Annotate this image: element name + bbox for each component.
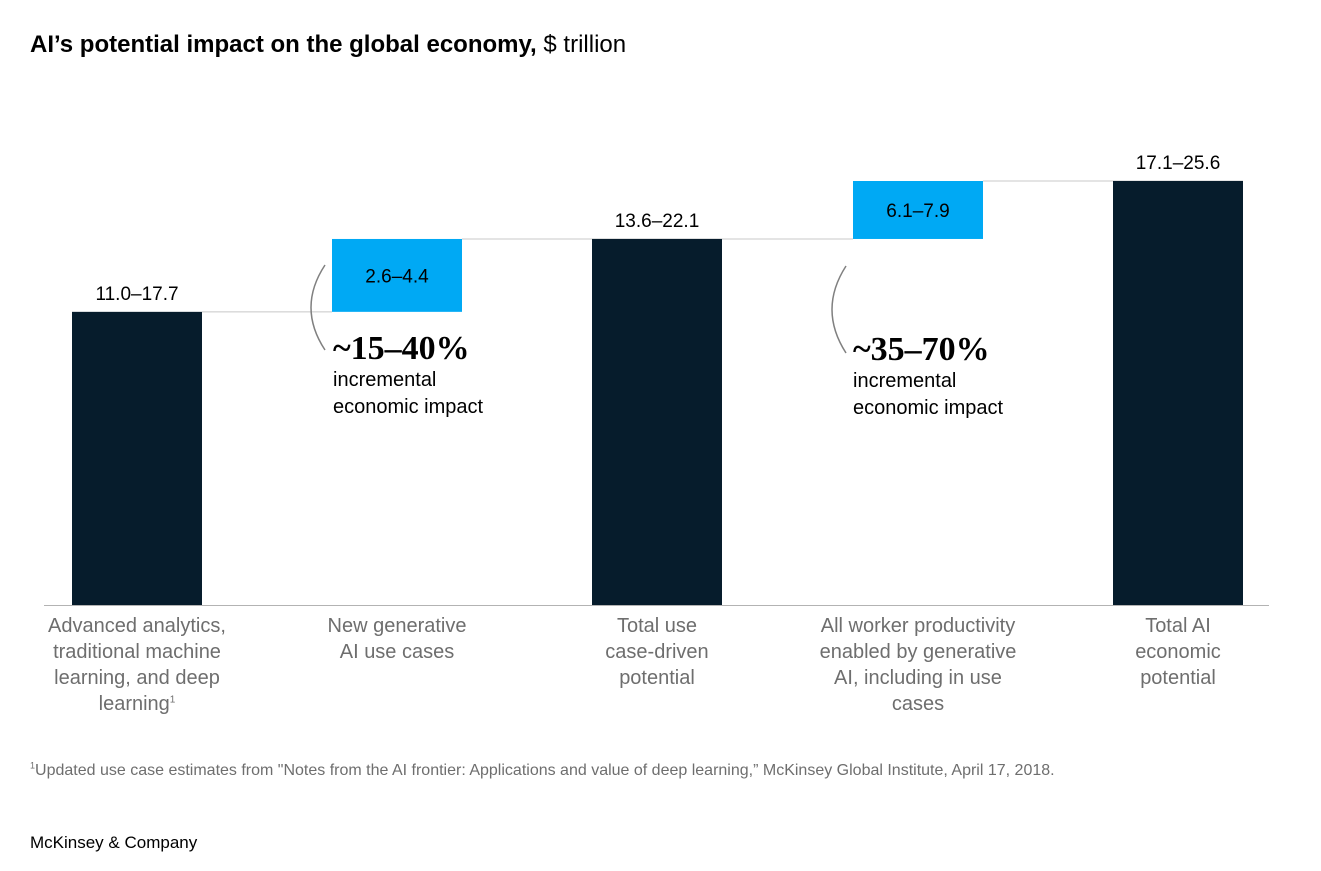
footnote-mark: 1 (30, 760, 36, 771)
bar-value-label: 11.0–17.7 (95, 284, 178, 305)
brand-logo-text: McKinsey & Company (30, 833, 198, 852)
chart-title-main: AI’s potential impact on the global econ… (30, 31, 537, 58)
annotation-text-line1: incremental (333, 369, 437, 391)
bracket-arc (831, 265, 847, 354)
bar-value-label: 6.1–7.9 (886, 201, 949, 222)
annotation-worker-productivity: ~35–70% incremental economic impact (853, 332, 1003, 422)
category-label-total-ai-potential: Total AI economic potential (1135, 615, 1221, 689)
annotation-text-line1: incremental (853, 370, 957, 392)
increment-bar (332, 238, 462, 312)
footnote: 1Updated use case estimates from "Notes … (30, 760, 1055, 782)
chart-title: AI’s potential impact on the global econ… (30, 30, 626, 60)
annotation-percent: ~15–40% (333, 330, 470, 367)
annotation-text-line2: economic impact (853, 397, 1004, 419)
category-label-total-use-case-potential: Total use case-driven potential (605, 615, 709, 689)
total-bar (592, 238, 722, 605)
bar-value-label: 13.6–22.1 (615, 211, 700, 232)
category-label-advanced-analytics: Advanced analytics, traditional machine … (48, 615, 226, 715)
annotation-text-line2: economic impact (333, 396, 484, 418)
total-bar (1113, 181, 1243, 605)
increment-bar (853, 181, 983, 239)
category-label-new-genai-use-cases: New generative AI use cases (327, 615, 467, 663)
annotation-genai-use-cases: ~15–40% incremental economic impact (333, 331, 483, 421)
bar-value-label: 2.6–4.4 (365, 266, 429, 287)
chart-title-unit: $ trillion (543, 31, 627, 58)
category-label-worker-productivity: All worker productivity enabled by gener… (819, 615, 1017, 715)
total-bar (72, 311, 202, 605)
footnote-mark: 1 (169, 694, 176, 706)
footnote-text: Updated use case estimates from "Notes f… (35, 762, 1055, 779)
bar-value-label: 17.1–25.6 (1136, 153, 1221, 174)
bracket-arc (310, 264, 326, 351)
annotation-percent: ~35–70% (853, 331, 990, 368)
